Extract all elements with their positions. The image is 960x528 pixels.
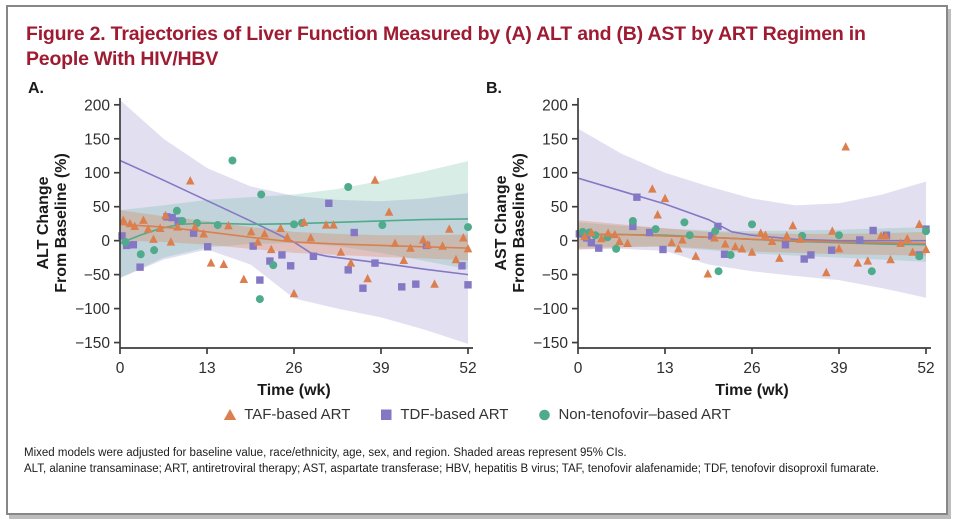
svg-text:−150: −150 <box>75 335 110 352</box>
svg-text:50: 50 <box>93 199 111 216</box>
footnote-abbreviations: ALT, alanine transaminase; ART, antiretr… <box>24 462 880 475</box>
svg-text:100: 100 <box>542 165 568 182</box>
figure-title: Figure 2. Trajectories of Liver Function… <box>26 23 866 71</box>
ast-chart-svg: 200 150 100 50 0 −50 −100 −150 0 13 26 39 52 Time (wk… <box>493 97 935 399</box>
triangle-marker-icon <box>224 408 237 420</box>
svg-text:Time (wk): Time (wk) <box>257 382 331 399</box>
svg-text:200: 200 <box>542 97 568 114</box>
svg-text:−50: −50 <box>84 267 111 284</box>
chart-panels: A. 200 150 100 50 0 −50 −100 −150 0 13 26 39 52 Time … <box>24 79 946 400</box>
footnotes: Mixed models were adjusted for baseline … <box>24 445 928 477</box>
legend: TAF-based ART TDF-based ART Non-tenofovi… <box>8 406 946 423</box>
svg-text:−50: −50 <box>542 267 569 284</box>
svg-text:26: 26 <box>743 360 760 377</box>
svg-text:AST ChangeFrom Baseline (%): AST ChangeFrom Baseline (%) <box>493 153 528 293</box>
svg-text:52: 52 <box>917 360 934 377</box>
alt-chart-svg: 200 150 100 50 0 −50 −100 −150 0 13 26 39 52 Time (wk… <box>35 97 477 399</box>
legend-item-tdf: TDF-based ART <box>380 406 508 423</box>
legend-item-label: TAF-based ART <box>244 405 351 423</box>
svg-text:100: 100 <box>84 165 110 182</box>
panel-a-label: A. <box>28 79 44 97</box>
svg-text:13: 13 <box>656 360 673 377</box>
footnote-methods: Mixed models were adjusted for baseline … <box>24 446 627 459</box>
svg-text:200: 200 <box>84 97 110 114</box>
legend-item-non-tenofovir: Non-tenofovir–based ART <box>538 405 731 423</box>
svg-text:0: 0 <box>101 233 110 250</box>
svg-text:39: 39 <box>372 360 389 377</box>
legend-item-taf: TAF-based ART <box>223 406 350 423</box>
panel-b: B. 200 150 100 50 0 −50 −100 −150 0 13 26 39 52 Time … <box>482 79 940 400</box>
svg-text:0: 0 <box>559 233 568 250</box>
panel-b-label: B. <box>486 79 502 97</box>
svg-text:0: 0 <box>574 360 583 377</box>
svg-text:50: 50 <box>551 199 569 216</box>
svg-text:ALT ChangeFrom Baseline (%): ALT ChangeFrom Baseline (%) <box>35 153 70 293</box>
svg-text:39: 39 <box>830 360 847 377</box>
svg-text:−100: −100 <box>533 301 568 318</box>
svg-text:0: 0 <box>116 360 125 377</box>
square-marker-icon <box>381 409 392 420</box>
circle-marker-icon <box>539 409 551 420</box>
legend-item-label: TDF-based ART <box>400 405 509 423</box>
panel-a: A. 200 150 100 50 0 −50 −100 −150 0 13 26 39 52 Time … <box>24 79 482 400</box>
svg-text:150: 150 <box>542 131 568 148</box>
figure-container: Figure 2. Trajectories of Liver Function… <box>6 5 948 515</box>
svg-text:13: 13 <box>198 360 215 377</box>
svg-text:52: 52 <box>459 360 476 377</box>
svg-text:−100: −100 <box>75 301 110 318</box>
svg-text:150: 150 <box>84 131 110 148</box>
svg-text:Time (wk): Time (wk) <box>715 382 789 399</box>
svg-text:26: 26 <box>285 360 302 377</box>
svg-text:−150: −150 <box>533 335 568 352</box>
legend-item-label: Non-tenofovir–based ART <box>558 405 731 423</box>
